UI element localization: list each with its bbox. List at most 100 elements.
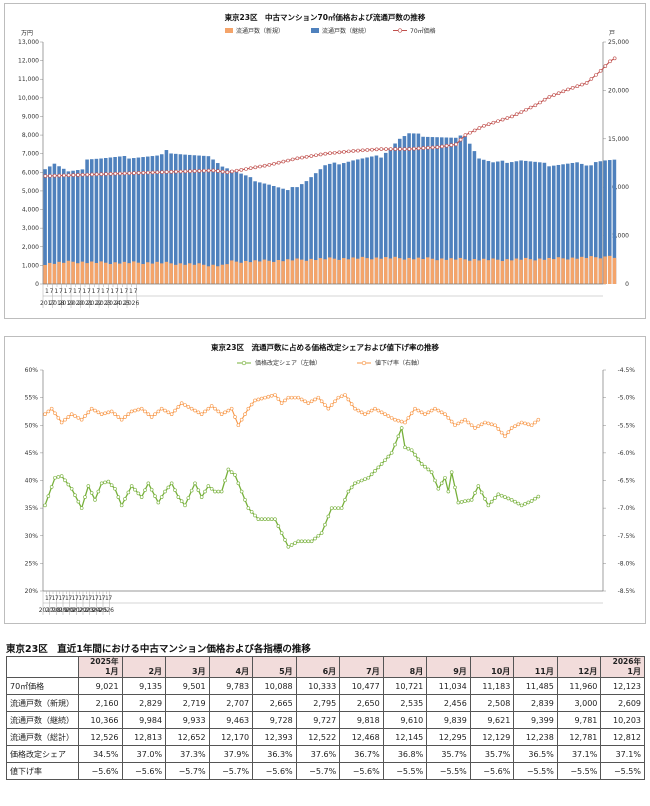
bar-new-listings [411,259,416,284]
bar-total-stock [136,157,141,284]
share-point [53,475,57,480]
table-cell: 9,610 [382,711,428,729]
table-cell: 12,145 [382,728,428,746]
bar-total-stock [341,163,346,284]
share-point [156,500,161,505]
price-point [510,114,514,119]
share-point [63,478,67,483]
drop-rate-point [329,403,334,407]
table-cell: 35.7% [469,745,515,763]
drop-rate-point [43,412,47,416]
drop-rate-point [453,423,457,428]
drop-rate-point [286,395,291,400]
drop-rate-point [529,423,534,428]
price-point [318,152,323,157]
table-cell: 10,721 [382,677,428,695]
price-point [43,174,48,178]
drop-rate-point [229,406,234,411]
drop-rate-point [146,412,151,416]
bar-new-listings [313,260,318,284]
bar-total-stock [108,157,113,284]
share-point [186,496,191,500]
price-point [542,97,547,102]
bar-total-stock [271,185,276,284]
bar-total-stock [117,156,122,284]
price-point [440,144,444,149]
drop-rate-point [333,399,337,404]
bar-new-listings [509,260,514,284]
table-col-header: 7月 [339,656,384,678]
bar-new-listings [365,258,369,284]
bar-new-listings [281,261,285,284]
bar-new-listings [285,259,290,284]
price-point [393,147,398,151]
bar-total-stock [598,161,603,284]
bar-new-listings [472,259,477,284]
drop-rate-point [353,406,357,411]
row-label: 流通戸数（新規） [6,694,79,712]
chart2-x-year-label: 2017 [39,607,54,614]
table-cell: 2,456 [426,694,471,712]
drop-rate-point [429,408,434,413]
table-row: 値下げ率 −5.6% −5.6% −5.7% −5.7% −5.6% −5.7% −5.6% −… [6,762,645,780]
bar-new-listings [407,257,411,284]
bar-new-listings [257,261,262,284]
col-year [430,657,467,667]
share-point [146,481,151,486]
drop-rate-point [533,420,537,425]
bar-total-stock [402,136,407,284]
bar-new-listings [402,259,407,284]
bar-new-listings [397,258,402,284]
share-point [249,510,254,514]
chart2-x-month-label: 1 [65,595,69,602]
chart2-x-month-label: 1 [85,595,89,602]
row-label: 70㎡価格 [6,677,79,695]
bar-new-listings [80,261,85,284]
chart2-x-month-label: 1 [72,595,76,602]
table-cell: 9,135 [121,677,167,695]
table-col-header: 5月 [252,656,297,678]
price-point [384,147,388,151]
price-point [496,119,500,123]
chart2-x-month-label: 7 [108,595,112,602]
share-point [223,478,227,483]
drop-rate-point [389,416,394,420]
price-point [435,145,440,149]
chart1-x-year-label: 2019 [59,300,74,307]
share-point [479,490,484,495]
share-point [93,498,97,502]
share-point [163,489,167,494]
drop-rate-point [426,410,431,415]
chart1-left-tick-label: 9,000 [22,113,39,120]
table-cell: 9,621 [469,711,515,729]
chart1-left-tick-label: 7,000 [22,151,39,158]
share-point [113,486,117,491]
price-point [52,173,57,178]
price-point [230,169,234,174]
bar-new-listings [612,257,617,284]
price-point [519,110,524,114]
chart1-title: 東京23区 中古マンション70㎡価格および流通戸数の推移 [225,12,426,22]
drop-rate-point [199,412,204,416]
share-point [66,482,71,487]
drop-rate-point [173,408,177,413]
chart2-left-tick-label: 35% [25,505,39,512]
price-point [575,84,580,89]
chart1-right-tick-label: 20,000 [608,87,629,94]
drop-rate-point [393,417,397,422]
drop-rate-point [496,427,501,431]
price-point [183,169,188,174]
price-point [174,169,178,174]
table-col-header: 2026年 1月 [600,656,645,678]
share-point [343,498,347,502]
chart2-x-month-label: 7 [55,595,59,602]
drop-rate-point [133,408,137,413]
bar-total-stock [607,160,612,284]
drop-rate-point [376,408,381,413]
col-year [561,657,598,667]
drop-rate-point [103,411,107,416]
bar-total-stock [178,154,183,284]
share-point [266,517,271,521]
bar-new-listings [253,260,257,284]
drop-rate-point [293,395,297,400]
